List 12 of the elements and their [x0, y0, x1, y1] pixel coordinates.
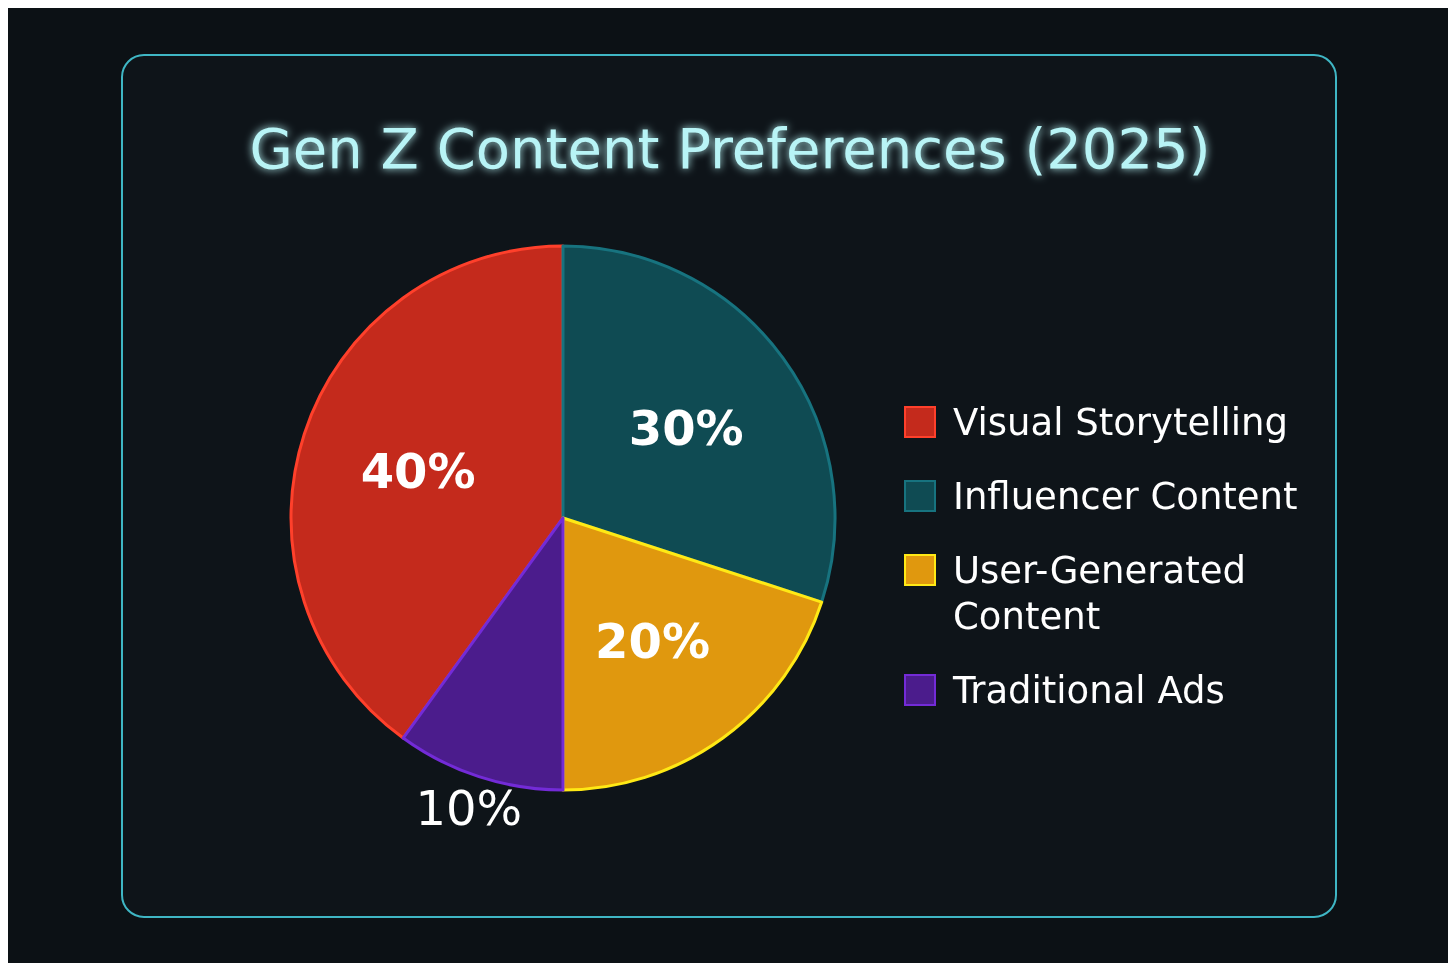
pie-slice — [561, 516, 824, 792]
pie-slice — [290, 244, 565, 740]
legend-label: Influencer Content — [953, 474, 1298, 518]
legend-label: Traditional Ads — [952, 668, 1225, 712]
data-label: 40% — [360, 442, 476, 499]
data-label: 10% — [415, 779, 523, 836]
pie-slice — [561, 244, 836, 604]
data-label: 30% — [628, 400, 744, 457]
legend-label: Visual Storytelling — [953, 400, 1289, 444]
data-label: 20% — [595, 613, 710, 670]
legend-label: User-Generated Content — [953, 548, 1246, 638]
chart-title: Gen Z Content Preferences (2025) — [249, 115, 1211, 181]
